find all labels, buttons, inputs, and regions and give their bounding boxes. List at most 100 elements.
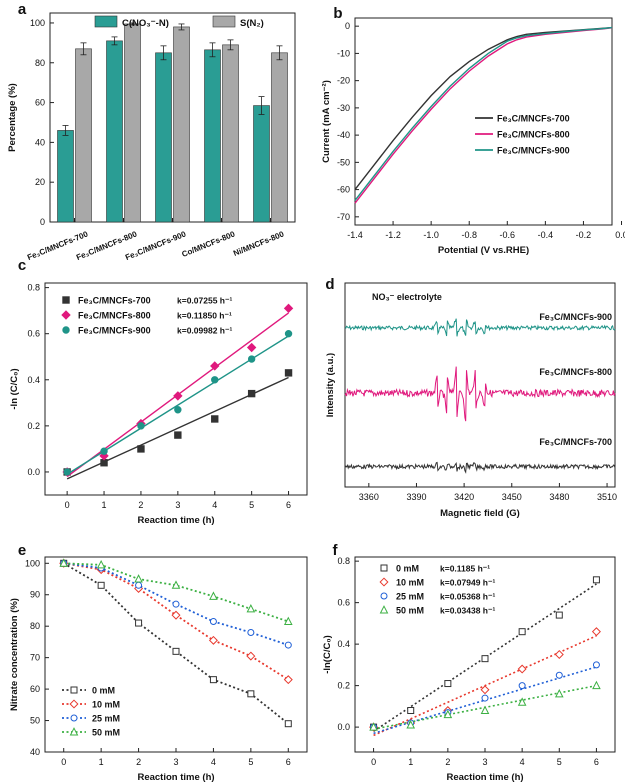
y-tick-label: 0.4 — [337, 639, 350, 649]
data-point — [407, 707, 415, 715]
chart-e: 40 50 60 70 80 90 100 0 1 2 3 4 5 6 Reaction time (h) N… — [9, 556, 308, 783]
x-tick-label: 6 — [286, 500, 291, 510]
data-point — [97, 581, 105, 589]
x-tick-label: 5 — [249, 500, 254, 510]
y-tick-label: -50 — [337, 157, 350, 167]
x-tick-label: -0.2 — [576, 230, 592, 240]
legend-label: C(NO₃⁻-N) — [122, 18, 169, 29]
x-tick-label: 3420 — [454, 492, 474, 502]
legend-k-value: k=0.07949 h⁻¹ — [440, 578, 495, 588]
bar — [222, 44, 239, 223]
x-tick-label: -0.4 — [538, 230, 554, 240]
data-point — [369, 722, 378, 731]
legend-label: Fe₃C/MNCFs-900 — [497, 146, 570, 156]
x-tick-label: 2 — [138, 500, 143, 510]
y-axis-label: Intensity (a.u.) — [325, 353, 336, 417]
data-point — [247, 690, 255, 698]
y-axis-label: Percentage (%) — [7, 83, 18, 152]
y-tick-label: 100 — [25, 558, 40, 568]
y-tick-label: 0.2 — [337, 681, 350, 691]
plot-frame — [44, 282, 308, 496]
x-tick-label: 1 — [408, 757, 413, 767]
bar — [253, 105, 270, 223]
y-tick-label: 40 — [30, 747, 40, 757]
bar — [75, 48, 92, 223]
x-tick-label: 3450 — [502, 492, 522, 502]
data-point — [209, 617, 217, 625]
spectrum-line — [344, 318, 616, 337]
data-point — [211, 415, 219, 423]
data-point — [172, 647, 180, 655]
x-tick-label: 6 — [286, 757, 291, 767]
data-point — [591, 627, 601, 637]
spectrum-label: Fe₃C/MNCFs-900 — [539, 312, 612, 322]
spectrum-line — [344, 366, 616, 422]
legend-marker — [62, 326, 70, 334]
data-point — [135, 619, 143, 627]
legend-marker — [379, 577, 389, 587]
x-axis-label: Reaction time (h) — [137, 772, 214, 783]
legend-label: 0 mM — [396, 564, 419, 574]
data-point — [208, 635, 218, 645]
data-point — [554, 689, 564, 698]
legend-label: Fe₃C/MNCFs-700 — [497, 114, 570, 124]
x-tick-label: 0 — [61, 757, 66, 767]
y-tick-label: 0.4 — [27, 375, 40, 385]
data-point — [174, 406, 182, 414]
x-tick-label: 5 — [557, 757, 562, 767]
x-tick-label: 3510 — [597, 492, 617, 502]
y-tick-label: 90 — [30, 590, 40, 600]
legend-marker — [69, 727, 79, 736]
data-point — [247, 355, 256, 363]
y-tick-label: 0.6 — [337, 598, 350, 608]
legend-label: 0 mM — [92, 686, 115, 696]
legend-label: 10 mM — [396, 578, 424, 588]
legend-marker — [69, 699, 79, 709]
bar — [57, 130, 74, 223]
data-point — [517, 697, 527, 706]
bar — [173, 26, 190, 223]
legend-label: Fe₃C/MNCFs-800 — [78, 311, 151, 321]
bar — [155, 52, 172, 223]
data-point — [284, 369, 293, 377]
y-tick-label: 0.8 — [337, 556, 350, 566]
data-point — [481, 655, 489, 663]
legend-marker — [70, 714, 78, 722]
bar — [106, 40, 123, 223]
y-tick-label: 0.0 — [27, 467, 40, 477]
legend-marker — [70, 686, 78, 694]
y-tick-label: 0.8 — [27, 283, 40, 293]
legend-marker — [61, 310, 71, 320]
legend-marker — [380, 592, 388, 600]
legend-label: S(N₂) — [240, 18, 264, 29]
data-point — [480, 705, 490, 715]
panel-label: d — [325, 276, 334, 293]
data-point — [481, 694, 489, 702]
data-point — [554, 649, 564, 660]
x-axis-label: Reaction time (h) — [446, 772, 523, 783]
y-tick-label: 0 — [345, 21, 350, 31]
y-tick-label: 0.2 — [27, 421, 40, 431]
x-tick-label: 4 — [211, 757, 216, 767]
panel-label: e — [18, 542, 26, 559]
spectrum-label: Fe₃C/MNCFs-800 — [539, 367, 612, 377]
data-point — [100, 447, 108, 455]
data-point — [592, 576, 600, 584]
y-axis-label: -ln(C/C₀) — [322, 635, 333, 674]
x-tick-label: 2 — [445, 757, 450, 767]
data-point — [96, 559, 106, 569]
y-tick-label: 50 — [30, 716, 40, 726]
plot-frame — [344, 282, 616, 488]
data-point — [592, 680, 601, 690]
legend-label: Fe₃C/MNCFs-800 — [497, 130, 570, 140]
data-point — [172, 600, 180, 608]
panel-label: f — [333, 542, 339, 559]
x-axis-label: Reaction time (h) — [137, 515, 214, 526]
x-tick-label: 4 — [212, 500, 217, 510]
data-point — [59, 558, 69, 567]
x-tick-label: Ni/MNCFs-800 — [232, 229, 286, 258]
data-point — [247, 628, 255, 636]
x-tick-label: 0 — [65, 500, 70, 510]
x-tick-label: 3 — [482, 757, 487, 767]
